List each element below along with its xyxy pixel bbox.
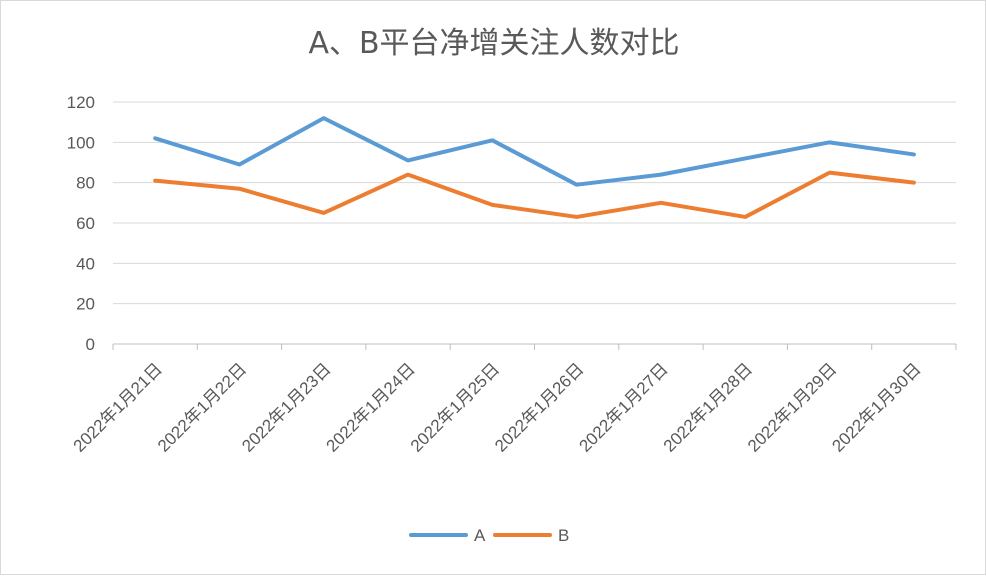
x-tick-label: 2022年1月28日 <box>660 359 756 455</box>
legend-label-B: B <box>558 526 569 545</box>
x-tick-label: 2022年1月27日 <box>575 359 671 455</box>
y-tick-label: 60 <box>76 214 95 233</box>
y-axis: 0 20 40 60 80 100 120 <box>67 93 95 354</box>
y-tick-label: 80 <box>76 174 95 193</box>
x-tick-label: 2022年1月25日 <box>407 359 503 455</box>
x-tick-label: 2022年1月30日 <box>828 359 924 455</box>
x-tick-label: 2022年1月23日 <box>238 359 334 455</box>
y-tick-label: 0 <box>86 335 95 354</box>
y-tick-label: 40 <box>76 254 95 273</box>
series-line-B <box>153 170 916 219</box>
y-tick-label: 100 <box>67 133 95 152</box>
x-tick-label: 2022年1月22日 <box>154 359 250 455</box>
series-lines <box>153 116 916 219</box>
series-line-A <box>153 116 916 187</box>
x-tick-label: 2022年1月26日 <box>491 359 587 455</box>
chart-title: A、B平台净增关注人数对比 <box>308 26 679 61</box>
y-tick-label: 120 <box>67 93 95 112</box>
x-tick-label: 2022年1月21日 <box>70 359 166 455</box>
x-tick-label: 2022年1月24日 <box>323 359 419 455</box>
y-tick-label: 20 <box>76 295 95 314</box>
legend-label-A: A <box>474 526 486 545</box>
x-axis: 2022年1月21日2022年1月22日2022年1月23日2022年1月24日… <box>70 343 957 456</box>
x-tick-label: 2022年1月29日 <box>744 359 840 455</box>
gridlines <box>113 101 956 305</box>
